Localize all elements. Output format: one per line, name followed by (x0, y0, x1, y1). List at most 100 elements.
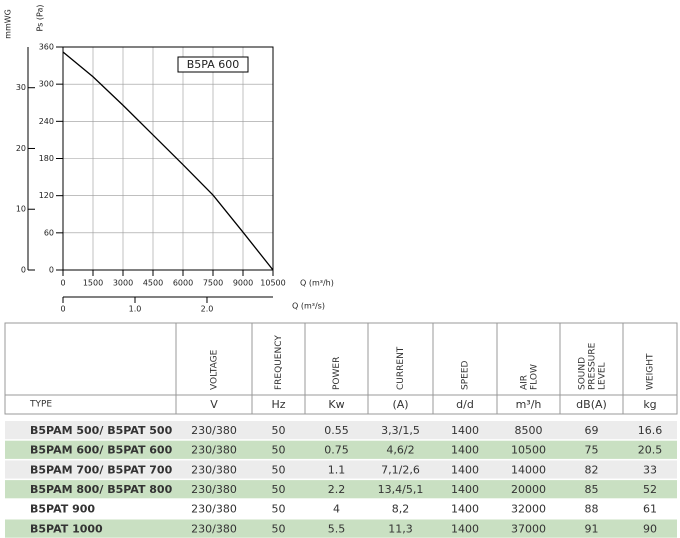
cell: 7,1/2,6 (381, 463, 420, 476)
column-unit: m³/h (516, 398, 542, 411)
cell: 1400 (451, 424, 479, 437)
x2-axis-title: Q (m³/s) (292, 302, 325, 311)
y-tick-label: 0 (49, 266, 54, 275)
x-axis-title: Q (m³/h) (300, 279, 334, 288)
column-unit: V (210, 398, 218, 411)
cell: 1.1 (328, 463, 346, 476)
cell: 85 (585, 483, 599, 496)
x-tick-label: 9000 (233, 279, 253, 288)
cell: 0.75 (324, 444, 349, 457)
column-unit: dB(A) (576, 398, 607, 411)
plot-frame (62, 46, 274, 271)
cell: 16.6 (638, 424, 663, 437)
cell: 50 (272, 463, 286, 476)
y-tick-label: 300 (39, 80, 54, 89)
cell: 33 (643, 463, 657, 476)
column-unit: Hz (271, 398, 285, 411)
cell: 10500 (511, 444, 546, 457)
cell: 2.2 (328, 483, 346, 496)
x2-tick-label: 0 (60, 305, 65, 314)
cell: 50 (272, 522, 286, 535)
table-row (5, 480, 677, 499)
cell: 230/380 (191, 503, 237, 516)
cell: 0.55 (324, 424, 349, 437)
cell: 3,3/1,5 (381, 424, 420, 437)
curve (62, 51, 274, 271)
x-tick-label: 0 (60, 279, 65, 288)
cell: 52 (643, 483, 657, 496)
type-name: B5PAM 700/ B5PAT 700 (30, 463, 173, 476)
cell: 50 (272, 424, 286, 437)
x-tick-label: 7500 (203, 279, 223, 288)
type-name: B5PAM 600/ B5PAT 600 (30, 444, 173, 457)
y-tick-label: 360 (39, 43, 54, 52)
type-name: B5PAM 500/ B5PAT 500 (30, 424, 173, 437)
y-tick-label: 120 (39, 191, 54, 200)
label-box (177, 56, 249, 73)
column-header: AIRFLOW (519, 364, 539, 390)
cell: 11,3 (388, 522, 413, 535)
cell: 8,2 (392, 503, 410, 516)
column-unit: Kw (328, 398, 344, 411)
type-header: TYPE (29, 400, 52, 410)
column-unit: d/d (456, 398, 474, 411)
cell: 88 (585, 503, 599, 516)
column-header: POWER (332, 357, 342, 390)
column-header: VOLTAGE (210, 349, 220, 390)
x-tick-label: 3000 (113, 279, 133, 288)
x2-tick-label: 1.0 (129, 305, 142, 314)
x-tick-label: 10500 (260, 279, 285, 288)
cell: 82 (585, 463, 599, 476)
cell: 230/380 (191, 424, 237, 437)
column-header: FREQUENCY (274, 335, 284, 390)
column-unit: kg (643, 398, 656, 411)
cell: 50 (272, 483, 286, 496)
y-tick-label: 60 (44, 228, 54, 237)
cell: 8500 (515, 424, 543, 437)
cell: 14000 (511, 463, 546, 476)
cell: 20000 (511, 483, 546, 496)
cell: 230/380 (191, 483, 237, 496)
y-tick-label: 180 (39, 154, 54, 163)
y2-tick-label: 10 (16, 205, 26, 214)
y2-tick-label: 0 (21, 266, 26, 275)
table-row (5, 499, 677, 518)
cell: 20.5 (638, 444, 663, 457)
column-header: SOUNDPRESSURELEVEL (577, 342, 607, 390)
x-tick-label: 6000 (173, 279, 193, 288)
cell: 230/380 (191, 463, 237, 476)
table-row (5, 421, 677, 440)
table-header (4, 322, 678, 396)
cell: 1400 (451, 483, 479, 496)
column-header: CURRENT (396, 346, 406, 390)
type-name: B5PAT 1000 (30, 522, 103, 535)
table-units (4, 394, 678, 415)
cell: 1400 (451, 463, 479, 476)
cell: 4 (333, 503, 340, 516)
y2-tick-label: 20 (16, 144, 26, 153)
cell: 75 (585, 444, 599, 457)
cell: 90 (643, 522, 657, 535)
cell: 5.5 (328, 522, 346, 535)
y2-tick-label: 30 (16, 83, 26, 92)
column-header: SPEED (461, 360, 471, 390)
cell: 230/380 (191, 522, 237, 535)
cell: 37000 (511, 522, 546, 535)
x2-tick-label: 2.0 (201, 305, 214, 314)
column-unit: (A) (392, 398, 408, 411)
table-row (5, 440, 677, 459)
cell: 230/380 (191, 444, 237, 457)
table-row (5, 460, 677, 479)
y-axis-title: Ps (Pa) (36, 4, 45, 31)
cell: 1400 (451, 503, 479, 516)
column-header: WEIGHT (646, 353, 656, 390)
cell: 4,6/2 (386, 444, 414, 457)
cell: 32000 (511, 503, 546, 516)
table-row (5, 519, 677, 538)
cell: 1400 (451, 444, 479, 457)
y-tick-label: 240 (39, 117, 54, 126)
x-tick-label: 1500 (83, 279, 103, 288)
cell: 1400 (451, 522, 479, 535)
x-tick-label: 4500 (143, 279, 163, 288)
